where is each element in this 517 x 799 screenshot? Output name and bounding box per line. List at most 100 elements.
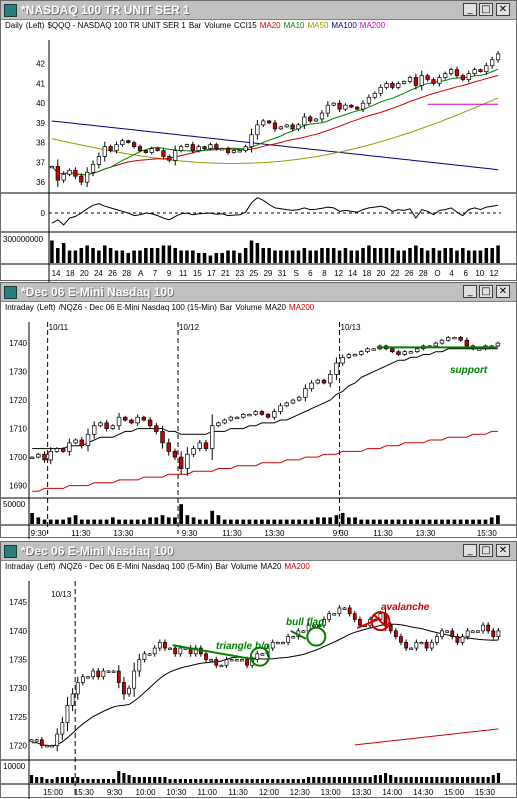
down-candle xyxy=(491,630,496,637)
up-candle xyxy=(319,112,325,120)
volume-bar xyxy=(278,519,283,524)
up-candle xyxy=(278,405,283,412)
ma200-line xyxy=(32,430,498,492)
volume-bar xyxy=(307,777,311,783)
x-tick-label: 12 xyxy=(334,269,343,278)
volume-bar xyxy=(97,250,101,263)
x-tick-label: 11:30 xyxy=(373,529,393,538)
up-candle xyxy=(178,647,183,655)
up-candle xyxy=(240,659,244,662)
up-candle xyxy=(448,69,454,74)
down-candle xyxy=(431,79,436,84)
x-tick-label: 11:30 xyxy=(228,788,248,797)
up-candle xyxy=(261,120,266,126)
down-candle xyxy=(42,453,47,461)
up-candle xyxy=(49,165,55,169)
up-candle xyxy=(359,351,364,355)
legend-item: /NQZ6 - Dec 06 E-Mini Nasdaq 100 (5-Min) xyxy=(58,562,213,571)
volume-bar xyxy=(402,519,407,524)
up-candle xyxy=(111,670,116,673)
up-candle xyxy=(86,676,90,679)
volume-bar xyxy=(399,777,403,783)
volume-bar xyxy=(449,248,453,263)
volume-bar xyxy=(368,777,372,783)
x-tick-label: 18 xyxy=(66,269,75,278)
down-candle xyxy=(352,613,357,620)
maximize-icon[interactable]: □ xyxy=(479,285,493,298)
volume-bar xyxy=(281,779,285,783)
legend-item: (Left) xyxy=(36,562,56,571)
volume-bar xyxy=(35,777,39,783)
up-candle xyxy=(106,670,111,673)
up-candle xyxy=(142,653,147,660)
volume-bar xyxy=(126,253,131,263)
volume-bar xyxy=(261,248,266,263)
maximize-icon[interactable]: □ xyxy=(479,3,493,16)
y-tick-label: 40 xyxy=(36,99,45,108)
up-candle xyxy=(193,647,198,655)
minimize-icon[interactable]: _ xyxy=(463,285,477,298)
close-icon[interactable]: ✕ xyxy=(496,285,510,298)
volume-bar xyxy=(419,777,424,783)
down-candle xyxy=(454,69,460,76)
window-titlebar[interactable]: *Dec 06 E-Mini Nasdaq 100 _ □ ✕ xyxy=(1,283,516,302)
volume-bar xyxy=(496,515,500,524)
close-icon[interactable]: ✕ xyxy=(496,544,510,557)
volume-bar xyxy=(452,519,457,524)
volume-bar xyxy=(433,519,438,524)
volume-bar xyxy=(123,519,128,524)
annotation-triangle-bo: triangle b/o xyxy=(216,641,270,652)
close-icon[interactable]: ✕ xyxy=(496,3,510,16)
down-candle xyxy=(455,636,460,643)
volume-bar xyxy=(496,245,500,263)
volume-bar xyxy=(202,253,207,263)
volume-bar xyxy=(129,519,134,524)
x-tick-label: 28 xyxy=(122,269,131,278)
up-candle xyxy=(322,619,326,626)
x-tick-label: 8 xyxy=(322,269,327,278)
up-candle xyxy=(495,342,501,347)
down-candle xyxy=(486,624,491,632)
volume-bar xyxy=(67,517,72,524)
x-tick-label: A xyxy=(138,269,144,278)
up-candle xyxy=(127,687,131,695)
y-tick-label: 1735 xyxy=(9,656,27,665)
up-candle xyxy=(73,439,78,444)
volume-bar xyxy=(471,777,475,783)
volume-bar xyxy=(55,519,59,524)
volume-bar xyxy=(365,519,370,524)
down-candle xyxy=(60,448,66,452)
volume-bar xyxy=(208,255,213,263)
volume-bar xyxy=(92,519,97,524)
up-candle xyxy=(255,124,260,136)
volume-bar xyxy=(312,777,316,783)
volume-bar xyxy=(61,519,66,524)
x-tick-label: 9 xyxy=(167,269,172,278)
volume-bar xyxy=(149,248,154,263)
window-titlebar[interactable]: *NASDAQ 100 TR UNIT SER 1 _ □ ✕ xyxy=(1,1,516,20)
volume-bar xyxy=(209,779,213,783)
volume-bar xyxy=(216,515,221,524)
volume-bar xyxy=(138,250,142,263)
volume-bar xyxy=(191,250,195,263)
maximize-icon[interactable]: □ xyxy=(479,544,493,557)
volume-bar xyxy=(155,248,160,263)
volume-bar xyxy=(204,779,208,783)
volume-bar xyxy=(61,243,66,263)
volume-bar xyxy=(421,519,426,524)
up-candle xyxy=(222,419,227,424)
up-candle xyxy=(90,164,96,173)
volume-bar xyxy=(173,248,177,263)
y-tick-label: 37 xyxy=(36,158,45,167)
volume-bar xyxy=(135,519,140,524)
minimize-icon[interactable]: _ xyxy=(463,3,477,16)
volume-bar xyxy=(272,519,277,524)
x-tick-label: 23 xyxy=(235,269,244,278)
volume-bar xyxy=(101,779,105,783)
down-candle xyxy=(143,150,148,153)
x-tick-label: 25 xyxy=(249,269,258,278)
volume-bar xyxy=(409,777,413,783)
window-titlebar[interactable]: *Dec 06 E-Mini Nasdaq 100 _ □ ✕ xyxy=(1,542,516,561)
minimize-icon[interactable]: _ xyxy=(463,544,477,557)
x-tick-label: 31 xyxy=(278,269,287,278)
